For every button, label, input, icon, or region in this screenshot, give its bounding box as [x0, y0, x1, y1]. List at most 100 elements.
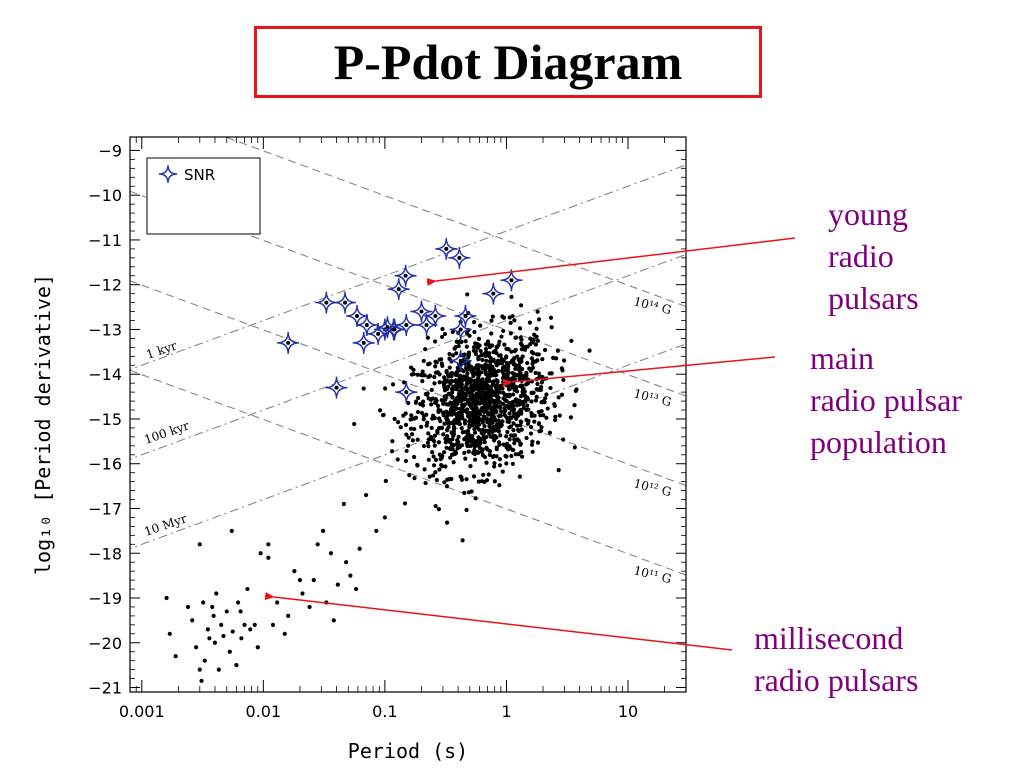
pulsar-point	[361, 386, 366, 391]
pulsar-point	[481, 409, 487, 415]
pulsar-point	[404, 448, 409, 454]
pulsar-point	[472, 430, 478, 435]
pulsar-point	[547, 371, 552, 376]
msp-point	[344, 560, 349, 565]
legend-label: SNR	[184, 166, 215, 184]
pulsar-point	[420, 399, 426, 404]
pulsar-point	[377, 408, 383, 413]
age-line	[130, 253, 686, 460]
pulsar-point	[416, 395, 421, 401]
pulsar-point	[497, 339, 502, 344]
pulsar-point	[438, 419, 443, 424]
pulsar-point	[499, 334, 504, 339]
pulsar-point	[478, 348, 483, 353]
msp-point	[357, 546, 362, 551]
pulsar-point	[453, 398, 458, 403]
pulsar-point	[457, 444, 462, 450]
snr-markers	[277, 237, 523, 404]
pulsar-point	[437, 372, 442, 377]
pulsar-point	[470, 388, 476, 393]
snr-star-marker	[352, 331, 375, 354]
pulsar-point	[504, 399, 509, 404]
snr-point	[433, 314, 438, 319]
pulsar-point	[544, 392, 549, 397]
msp-point	[227, 649, 232, 654]
pulsar-point	[521, 405, 526, 411]
pulsar-point	[407, 473, 412, 478]
pulsar-point	[448, 421, 453, 426]
pulsar-point	[439, 361, 444, 366]
snr-star-marker	[325, 376, 348, 399]
pulsar-point	[520, 366, 525, 372]
pulsar-point	[481, 472, 486, 477]
pulsar-point	[506, 447, 511, 452]
pulsar-point	[447, 365, 452, 370]
msp-point	[266, 542, 271, 547]
pulsar-point	[464, 382, 470, 387]
pulsar-point	[521, 399, 526, 404]
pulsar-point	[520, 389, 525, 394]
pulsar-point	[466, 389, 471, 394]
pulsar-point	[451, 353, 456, 358]
pulsar-point	[450, 395, 455, 400]
pulsar-point	[543, 396, 548, 401]
pulsar-point	[476, 357, 481, 362]
pulsar-point	[468, 464, 473, 469]
pulsar-point	[500, 419, 505, 424]
pulsar-point	[475, 421, 480, 426]
pulsar-point	[487, 372, 492, 377]
pulsar-point	[517, 474, 522, 479]
pulsar-point	[491, 357, 496, 362]
pulsar-point	[480, 357, 485, 363]
annotation-millisecond-pulsars: millisecond radio pulsars	[754, 617, 918, 701]
pulsar-point	[501, 442, 506, 447]
pulsar-point	[504, 360, 509, 366]
pulsar-point	[456, 421, 462, 426]
pulsar-point	[554, 356, 559, 361]
pulsar-point	[493, 398, 499, 404]
pulsar-point	[500, 469, 505, 474]
pulsar-point	[491, 454, 497, 459]
pulsar-point	[406, 435, 411, 440]
pulsar-point	[484, 460, 489, 465]
pulsar-point	[497, 413, 502, 419]
msp-point	[224, 609, 229, 614]
annotation-line: radio	[828, 238, 894, 275]
msp-point	[374, 528, 379, 533]
x-tick-label: 10	[618, 702, 638, 721]
pulsar-point	[553, 414, 558, 419]
pulsar-point	[538, 413, 543, 418]
pulsar-point	[533, 342, 538, 347]
pulsar-point	[390, 439, 395, 444]
pulsar-point	[402, 501, 408, 506]
pulsar-point	[516, 410, 521, 415]
pulsar-point	[502, 342, 507, 347]
pulsar-point	[466, 350, 472, 355]
pulsar-point	[473, 379, 478, 384]
pulsar-point	[496, 368, 501, 374]
pulsar-point	[411, 454, 417, 460]
pulsar-point	[512, 318, 517, 323]
pulsar-point	[473, 351, 478, 357]
pulsar-point	[509, 294, 514, 300]
pulsar-point	[488, 385, 493, 390]
pulsar-point	[425, 335, 430, 340]
msp-point	[199, 678, 204, 683]
pulsar-point	[469, 378, 474, 383]
pulsar-point	[447, 437, 452, 443]
pulsar-point	[418, 424, 424, 429]
pulsar-point	[415, 409, 421, 415]
pulsar-point	[403, 411, 408, 416]
pulsar-point	[501, 379, 506, 385]
annotation-main-population: main radio pulsar population	[810, 337, 962, 464]
pulsar-point	[536, 409, 541, 415]
msp-point	[235, 600, 241, 605]
pulsar-point	[448, 381, 453, 386]
snr-point	[404, 322, 409, 327]
msp-point	[255, 645, 260, 650]
plot-area	[130, 137, 686, 683]
pulsar-point	[468, 443, 473, 449]
pulsar-point	[489, 318, 494, 323]
pulsar-point	[500, 357, 505, 362]
pulsar-point	[504, 346, 509, 351]
